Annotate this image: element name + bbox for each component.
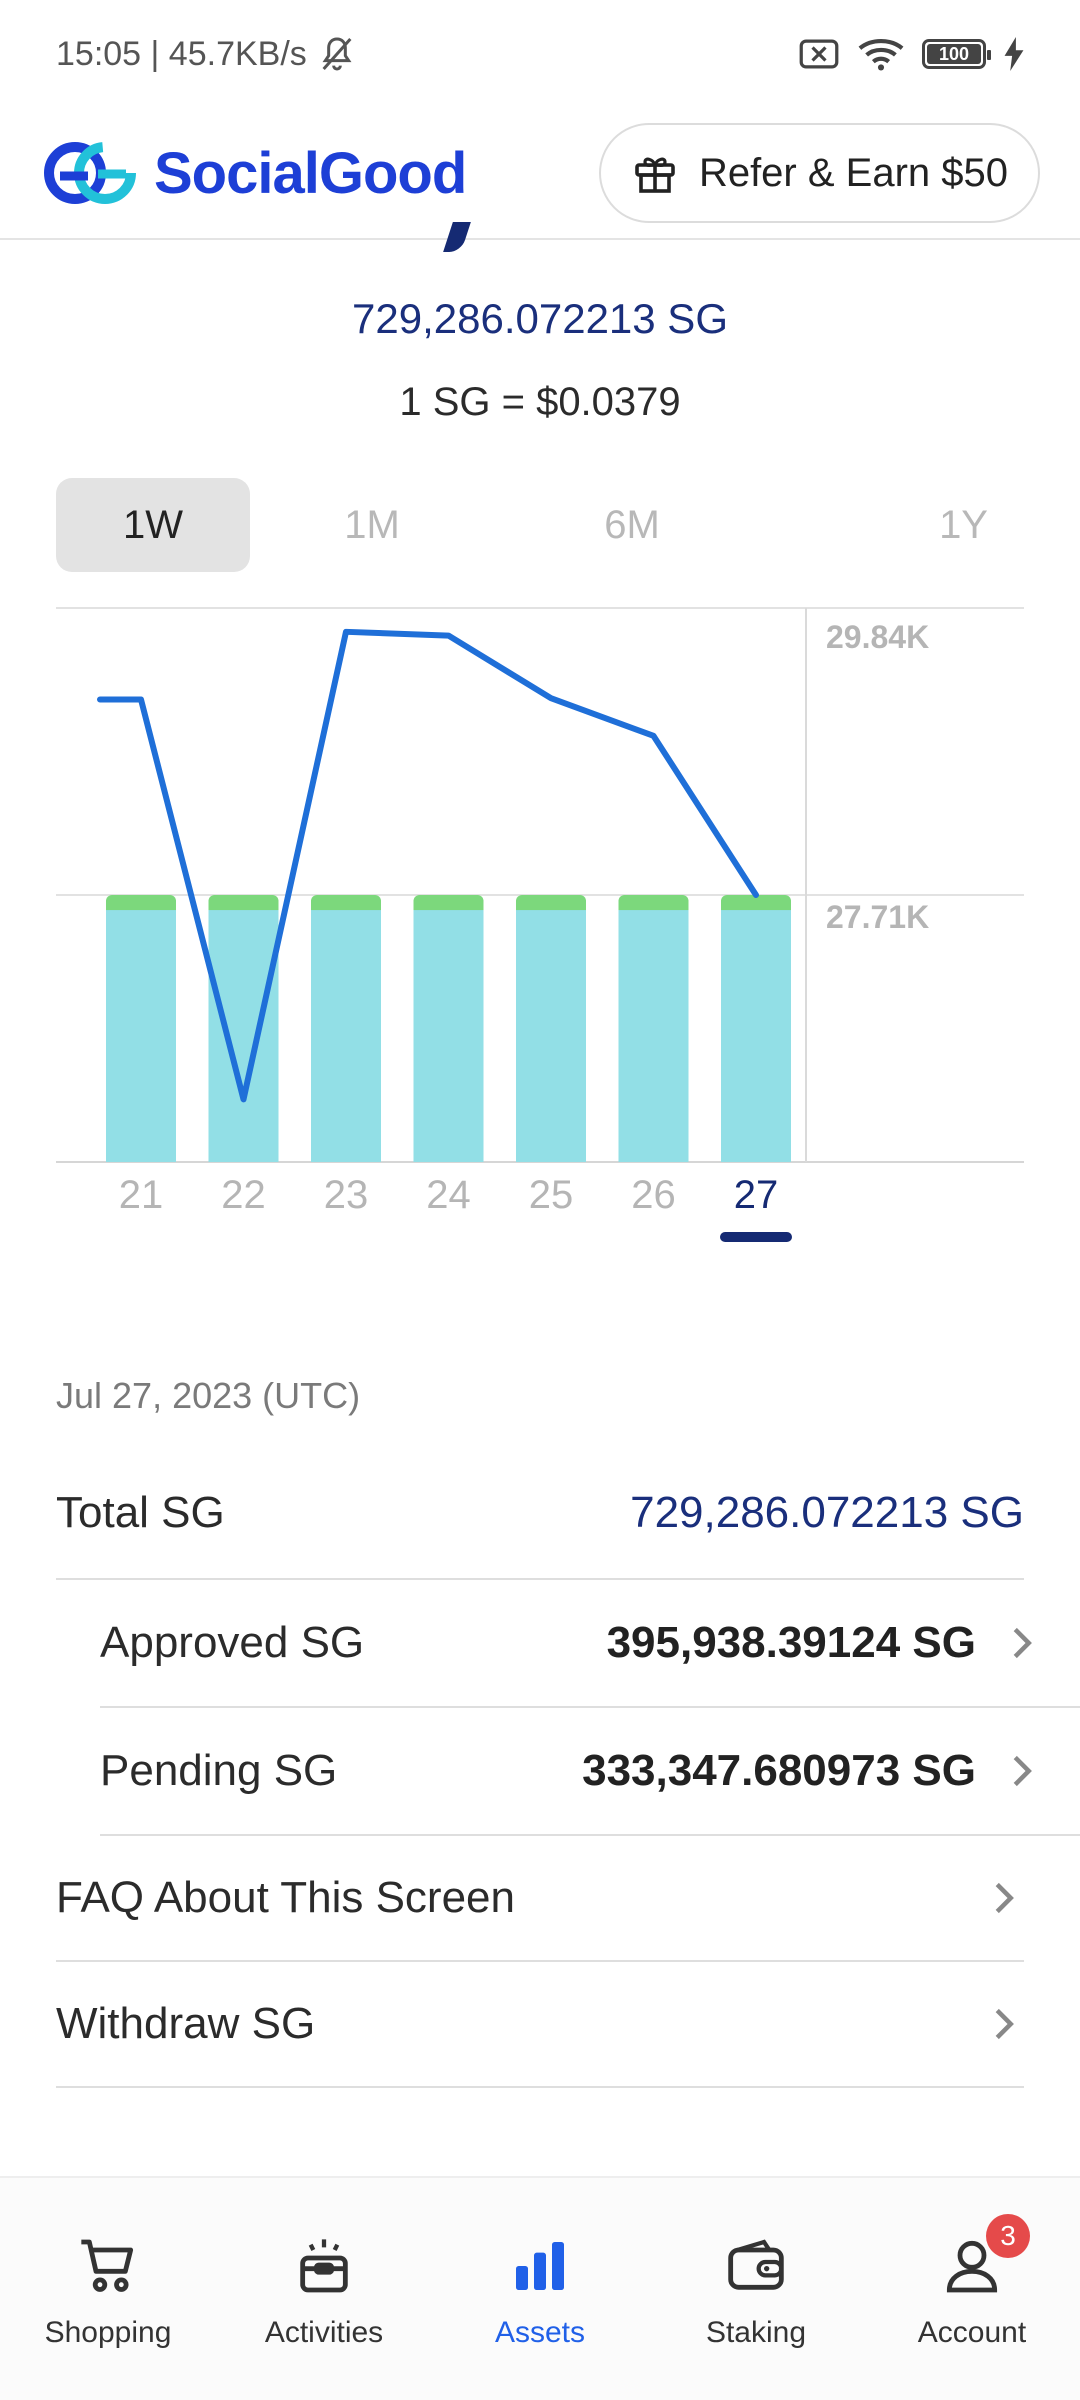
price-line (97, 628, 759, 1103)
total-sg-row: Total SG 729,286.072213 SG (56, 1448, 1024, 1580)
approved-sg-row[interactable]: Approved SG 395,938.39124 SG (100, 1580, 1080, 1708)
x-tick-label-27: 27 (734, 1173, 779, 1217)
pending-sg-value: 333,347.680973 SG (582, 1746, 976, 1795)
withdraw-row[interactable]: Withdraw SG (56, 1962, 1024, 2088)
bar-26[interactable] (618, 910, 689, 1162)
nav-activities[interactable]: Activities (216, 2178, 432, 2400)
nav-activities-label: Activities (264, 2316, 384, 2349)
bar-25[interactable] (516, 910, 586, 1162)
selected-date: Jul 27, 2023 (UTC) (56, 1375, 361, 1416)
x-tick-label-22: 22 (221, 1173, 266, 1217)
refer-earn-button[interactable]: Refer & Earn $50 (598, 123, 1040, 223)
sg-weekly-chart: 29.84K 27.71K 21 22 23 24 25 26 27 (56, 607, 1024, 1242)
gift-icon (635, 157, 675, 193)
nav-assets-label: Assets (494, 2316, 586, 2349)
withdraw-label: Withdraw SG (56, 1999, 316, 2048)
total-sg-value: 729,286.072213 SG (630, 1488, 1024, 1537)
approved-sg-label: Approved SG (100, 1618, 365, 1667)
sg-exchange-rate: 1 SG = $0.0379 (399, 380, 681, 424)
bottom-nav: Shopping Activities Assets Staking (0, 2176, 1080, 2400)
user-icon (946, 2240, 998, 2293)
approved-sg-value: 395,938.39124 SG (606, 1618, 976, 1667)
faq-label: FAQ About This Screen (56, 1873, 515, 1922)
bar-27[interactable] (721, 910, 791, 1162)
app-header: SocialGood Refer & Earn $50 (0, 108, 1080, 240)
x-tick-label-24: 24 (426, 1173, 471, 1217)
chevron-right-icon (984, 2004, 1024, 2044)
x-tick-label-23: 23 (324, 1173, 369, 1217)
tab-1y[interactable]: 1Y (939, 502, 988, 547)
nav-shopping[interactable]: Shopping (0, 2178, 216, 2400)
brand-name: SocialGood (154, 140, 467, 206)
total-sg-label: Total SG (56, 1488, 225, 1537)
pending-sg-row[interactable]: Pending SG 333,347.680973 SG (100, 1708, 1080, 1836)
x-tick-label-21: 21 (119, 1173, 164, 1217)
socialgood-logo-icon (44, 142, 136, 204)
battery-icon: 100 (922, 39, 991, 69)
y-tick-label: 27.71K (826, 899, 929, 935)
chevron-right-icon (1002, 1751, 1042, 1791)
nav-staking-label: Staking (705, 2316, 807, 2349)
battery-level: 100 (938, 43, 970, 64)
nav-account[interactable]: Account 3 (864, 2178, 1080, 2400)
pending-sg-label: Pending SG (100, 1746, 338, 1795)
bar-24[interactable] (413, 910, 484, 1162)
cart-icon (81, 2239, 134, 2292)
bell-off-icon (322, 37, 352, 71)
tab-6m[interactable]: 6M (604, 502, 660, 547)
faq-row[interactable]: FAQ About This Screen (56, 1836, 1024, 1962)
sim-off-icon (799, 39, 839, 69)
selected-day-indicator (720, 1232, 792, 1242)
bar-21[interactable] (106, 910, 176, 1162)
sg-balance: 729,286.072213 SG (352, 295, 728, 342)
x-tick-label-25: 25 (529, 1173, 574, 1217)
nav-shopping-label: Shopping (44, 2316, 172, 2349)
range-tabs: 1W 1M 6M 1Y (56, 478, 1024, 572)
bar-23[interactable] (311, 910, 381, 1162)
chevron-right-icon (984, 1878, 1024, 1918)
tab-1m[interactable]: 1M (344, 502, 400, 547)
tab-1w[interactable]: 1W (56, 478, 250, 572)
account-notification-badge: 3 (986, 2214, 1030, 2258)
wallet-icon (728, 2239, 784, 2290)
brand-logo[interactable]: SocialGood (40, 138, 467, 208)
status-time-speed: 15:05 | 45.7KB/s (56, 34, 307, 73)
y-tick-label: 29.84K (826, 619, 929, 655)
bar-chart-icon (516, 2242, 564, 2290)
chevron-right-icon (1002, 1623, 1042, 1663)
x-tick-label-26: 26 (631, 1173, 676, 1217)
status-bar: 15:05 | 45.7KB/s 100 (0, 0, 1080, 108)
refer-earn-label: Refer & Earn $50 (698, 150, 1008, 195)
charging-bolt-icon (1004, 37, 1024, 71)
nav-staking[interactable]: Staking (648, 2178, 864, 2400)
activities-box-icon (300, 2239, 348, 2293)
bar-22[interactable] (208, 910, 279, 1162)
nav-assets[interactable]: Assets (432, 2178, 648, 2400)
nav-account-label: Account (917, 2316, 1027, 2349)
wifi-icon (858, 38, 904, 71)
